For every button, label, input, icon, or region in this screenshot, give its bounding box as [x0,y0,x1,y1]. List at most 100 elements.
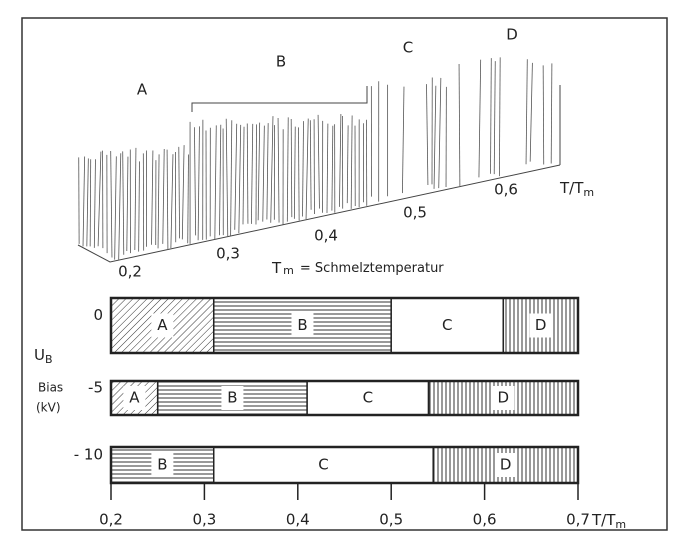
column-stroke [494,61,495,174]
column-stroke [543,65,544,164]
column-stroke [139,161,140,251]
x-tick-label: 0,7 [566,511,590,529]
segment-label: B [227,389,237,407]
axis-label: T/Tm [559,179,594,200]
y-label-sub: B [45,353,53,366]
column-stroke [347,125,348,203]
y-label: UB [34,346,53,367]
column-stroke [158,154,159,248]
row-label: - 10 [74,446,103,464]
column-stroke [526,59,527,164]
segment-label: C [442,316,452,334]
axis-label-main: T/T [559,179,584,197]
x-label-main: T/T [591,511,616,529]
column-stroke [402,87,404,193]
page: A B C D 0,2 0,3 0,4 0,5 0,6 T/Tm Tm= Sch… [0,0,683,551]
column-stroke [179,147,180,238]
column-stroke [256,124,257,224]
zone-label: C [403,39,413,57]
axis-label-sub: m [583,186,594,199]
column-stroke [247,123,248,223]
column-stroke [87,158,89,246]
note-sub: m [283,264,294,277]
column-stroke [551,63,552,163]
tick-label: 0,3 [216,245,240,263]
column-stroke [135,148,136,250]
column-stroke [267,123,268,219]
note-rest: = Schmelztemperatur [300,261,444,276]
column-stroke [243,127,244,225]
column-stroke [491,58,492,174]
column-stroke [310,120,311,210]
column-stroke [287,117,288,221]
column-stroke [226,119,228,236]
column-stroke [251,124,252,224]
note-main: T [271,259,282,277]
column-stroke [271,116,273,223]
x-tick-label: 0,3 [192,511,216,529]
column-stroke [152,150,153,244]
column-stroke [94,159,95,248]
column-stroke [303,121,304,216]
segment-label: B [157,456,167,474]
column-stroke [294,127,295,219]
column-stroke [258,123,260,221]
column-stroke [439,78,441,188]
column-stroke [182,145,184,239]
column-stroke [427,84,428,185]
column-stroke [127,157,128,251]
zone-label: A [137,81,148,99]
tick-label: 0,5 [403,204,427,222]
column-stroke [198,126,199,240]
x-tick-label: 0,6 [473,511,497,529]
segment-label: C [363,389,373,407]
column-stroke [163,149,164,244]
zone-b-bracket [192,86,367,112]
column-stroke [327,124,328,213]
column-stroke [530,63,532,162]
x-tick-label: 0,5 [379,511,403,529]
segment-label: B [297,316,307,334]
column-stroke [167,150,168,250]
x-tick-label: 0,2 [99,511,123,529]
column-stroke [219,125,220,236]
segment-label: C [318,456,328,474]
column-stroke [499,57,500,176]
segment-label: D [497,389,509,407]
row-label: 0 [93,306,103,324]
x-label-sub: m [615,518,626,531]
column-stroke [123,151,124,254]
column-stroke [318,115,319,209]
diagram: A B C D 0,2 0,3 0,4 0,5 0,6 T/Tm Tm= Sch… [0,0,683,551]
column-stroke [239,125,241,233]
row-label: -5 [88,379,103,397]
unit-label: (kV) [36,401,61,415]
column-stroke [98,152,101,247]
column-stroke [119,153,121,259]
column-stroke [298,127,299,220]
column-stroke [188,155,189,244]
tick-label: 0,6 [494,181,518,199]
column-stroke [291,119,292,217]
column-stroke [434,86,436,189]
segment-label: A [157,316,168,334]
column-stroke [90,159,91,246]
column-stroke [115,156,117,259]
column-stroke [171,154,173,248]
column-stroke [332,126,333,211]
column-stroke [278,118,279,223]
segment-label: A [129,389,140,407]
column-stroke [339,114,340,207]
column-stroke [231,120,232,236]
y-label-main: U [34,346,45,364]
column-stroke [306,119,308,219]
zone-label: B [276,53,286,71]
column-stroke [215,125,216,239]
tick-label: 0,2 [118,263,142,281]
zone-label: D [506,26,518,44]
segment-label: D [500,456,512,474]
column-stroke [479,60,481,178]
column-stroke [351,116,352,209]
column-stroke [235,124,237,230]
